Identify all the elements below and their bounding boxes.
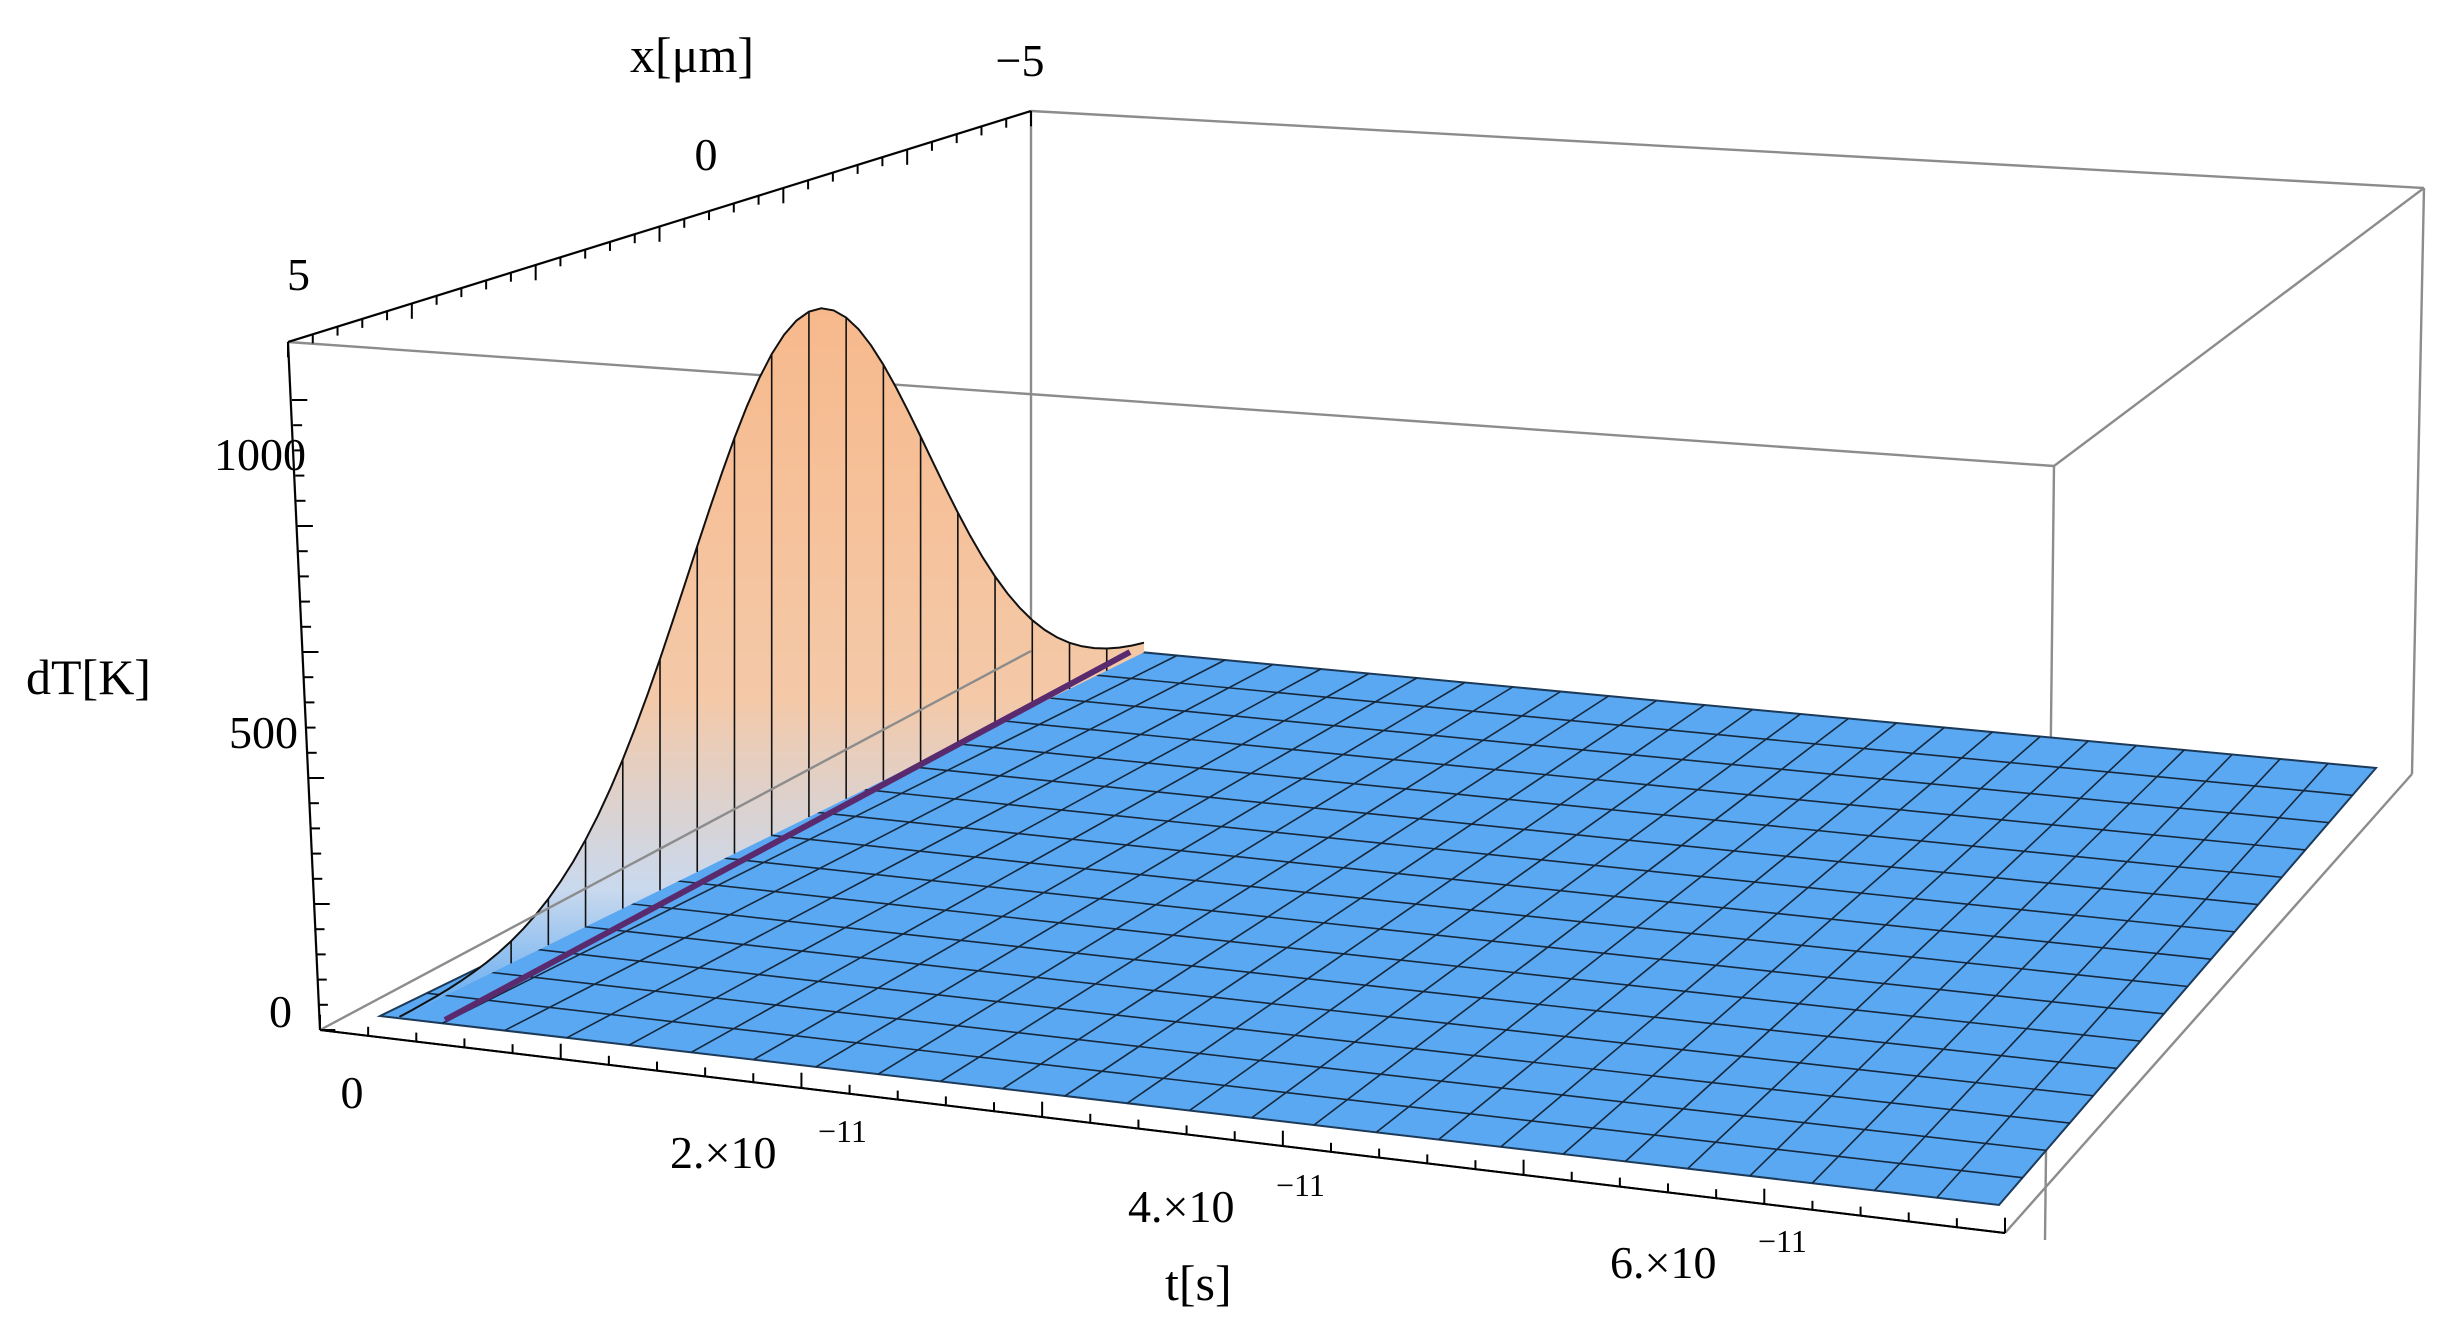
svg-text:6.×10: 6.×10 [1610,1237,1716,1288]
t-axis [319,1014,2006,1234]
svg-text:−11: −11 [1758,1223,1807,1259]
mesh-line [520,946,2070,1124]
mesh-line [1035,695,2329,824]
pulse-line [443,649,1132,1023]
t-axis-label: t[s] [1165,1255,1232,1311]
mesh-line [801,809,2212,960]
z-tick-label: 0 [269,986,292,1037]
z-tick-label: 500 [229,707,298,758]
t-tick-label: 0 [341,1067,364,1118]
mesh-line [988,718,2306,851]
mesh-line [848,787,2235,933]
x-axis-label: x[μm] [630,27,754,83]
mesh-line [941,741,2282,879]
z-tick-label: 1000 [214,429,306,480]
x-tick-label: 5 [287,249,310,300]
svg-text:−11: −11 [818,1113,867,1149]
mesh-line [567,923,2094,1097]
mesh-line [660,878,2141,1042]
mesh-line [754,832,2188,988]
svg-text:−11: −11 [1276,1167,1325,1203]
mesh-line [426,992,2023,1179]
x-tick-labels: 5 0 −5 [287,35,1044,300]
svg-text:4.×10: 4.×10 [1128,1181,1234,1232]
mesh-line [707,855,2165,1015]
t-tick-labels: 0 2.×10 −11 4.×10 −11 6.×10 −11 [341,1067,1807,1288]
t-tick-label: 2.×10 −11 [670,1113,867,1178]
z-tick-labels: 0 500 1000 [214,429,306,1037]
x-tick-label: 0 [695,129,718,180]
mesh-line [473,969,2047,1152]
x-axis [287,110,1032,358]
mesh-line [1082,673,2353,797]
svg-text:2.×10: 2.×10 [670,1127,776,1178]
temperature-peak [398,307,1145,1019]
t-tick-label: 6.×10 −11 [1610,1223,1807,1288]
x-tick-label: −5 [996,35,1045,86]
t-tick-label: 4.×10 −11 [1128,1167,1325,1232]
mesh-line [894,764,2259,906]
mesh-line [613,901,2117,1070]
z-axis-label: dT[K] [26,649,151,705]
